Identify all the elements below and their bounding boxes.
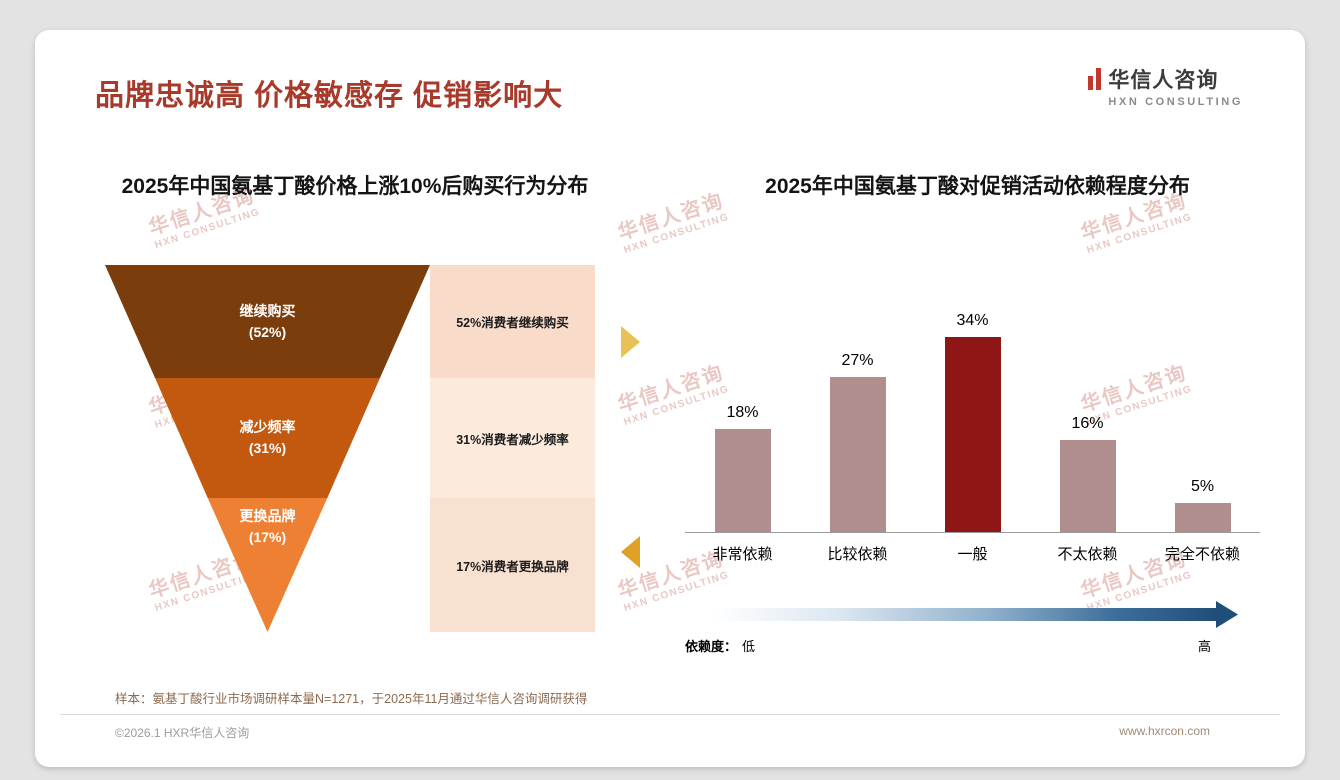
funnel-stage-label: 继续购买 [239,302,296,319]
bar-column: 34% [915,311,1030,532]
bar [1174,503,1231,532]
bar [829,376,886,532]
dependency-axis-label: 依赖度： [685,639,738,654]
bar-category-label: 不太依赖 [1057,546,1118,563]
bar-chart-title: 2025年中国氨基丁酸对促销活动依赖程度分布 [765,175,1190,198]
funnel-stage-pct: (52%) [248,323,287,340]
logo-name-cn: 华信人咨询 [1108,69,1219,92]
bar-column: 18% [685,403,800,532]
slide-card: 华信人咨询 HXN CONSULTING 华信人咨询 HXN CONSULTIN… [35,30,1305,767]
funnel-stage-pct: (17%) [248,529,287,545]
bar [944,336,1001,532]
bar-value-label: 34% [956,311,989,329]
dependency-high-label: 高 [1198,639,1212,654]
bar-chart-baseline [685,532,1260,533]
bar-column: 27% [800,352,915,532]
bar-category-label: 一般 [957,546,988,563]
bar-chart-categories: 非常依赖 比较依赖 一般 不太依赖 完全不依赖 [685,543,1260,564]
bar [1059,440,1116,532]
logo-name-en: HXN CONSULTING [1108,96,1243,108]
funnel-stage: 更换品牌 (17%) [207,498,328,632]
copyright-text: ©2026.1 HXR华信人咨询 [115,726,250,740]
funnel-stage-pct: (31%) [248,440,287,456]
bar-value-label: 27% [841,351,874,369]
logo-bars-icon [1088,64,1102,90]
funnel-stage: 继续购买 (52%) [105,265,430,378]
funnel-stage: 减少频率 (31%) [155,378,380,498]
website-url: www.hxrcon.com [1119,724,1210,738]
bar [714,428,771,532]
bar-chart: 18% 27% 34% 16% 5% [685,288,1260,532]
bar-value-label: 16% [1071,415,1104,432]
bar-value-label: 18% [726,403,759,421]
funnel-annotations: 52%消费者继续购买 31%消费者减少频率 17%消费者更换品牌 [430,265,595,632]
funnel-annotation: 17%消费者更换品牌 [430,498,595,632]
company-logo: 华信人咨询 HXN CONSULTING [1088,64,1243,108]
funnel-annotation: 31%消费者减少频率 [430,378,595,498]
arrow-left-icon [621,536,640,568]
bar-column: 5% [1145,478,1260,532]
dependency-arrowhead-icon [1216,601,1238,628]
funnel-stage-label: 减少频率 [239,419,296,435]
funnel-chart: 继续购买 (52%) 减少频率 (31%) 更换品牌 (17%) [105,265,430,632]
sample-footnote: 样本：氨基丁酸行业市场调研样本量N=1271，于2025年11月通过华信人咨询调… [115,692,588,706]
footer-divider [60,714,1280,715]
bar-category-label: 非常依赖 [712,546,773,563]
arrow-right-icon [621,326,640,358]
dependency-gradient-bar [712,608,1217,621]
bar-category-label: 比较依赖 [827,546,888,563]
bar-category-label: 完全不依赖 [1164,546,1240,563]
funnel-annotation: 52%消费者继续购买 [430,265,595,378]
bar-column: 16% [1030,415,1145,532]
bar-value-label: 5% [1190,478,1215,496]
funnel-chart-title: 2025年中国氨基丁酸价格上涨10%后购买行为分布 [121,175,589,198]
dependency-low-label: 低 [742,639,756,654]
page-title: 品牌忠诚高 价格敏感存 促销影响大 [95,80,564,112]
funnel-stage-label: 更换品牌 [239,508,296,524]
